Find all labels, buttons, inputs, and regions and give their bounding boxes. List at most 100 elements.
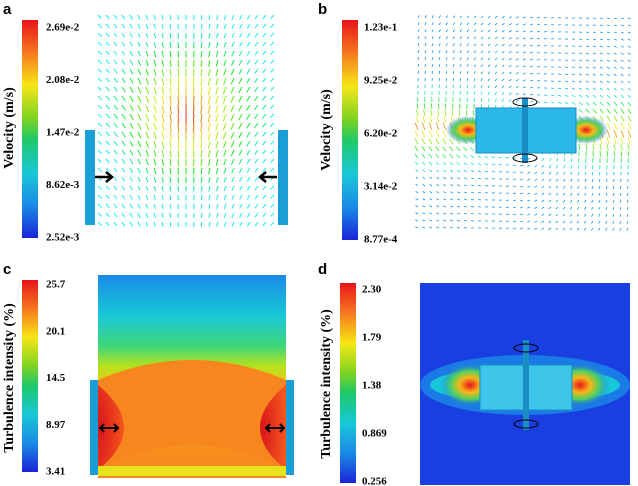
- vector: [145, 167, 149, 174]
- vector: [522, 51, 526, 54]
- vector: [215, 167, 219, 175]
- vector: [452, 15, 456, 19]
- vector: [562, 199, 566, 203]
- vector: [585, 143, 588, 151]
- vector: [113, 185, 118, 191]
- vector: [620, 122, 625, 130]
- vector: [564, 101, 569, 105]
- vector: [169, 131, 172, 141]
- vector: [424, 29, 427, 33]
- vector: [137, 212, 141, 218]
- vector: [599, 171, 601, 176]
- vector: [480, 71, 483, 75]
- vector: [169, 113, 172, 124]
- vector: [246, 140, 251, 147]
- vector: [619, 192, 622, 197]
- electrode: [278, 130, 288, 225]
- vector: [442, 122, 447, 131]
- vector: [541, 227, 545, 230]
- vector: [585, 80, 589, 83]
- vector: [417, 29, 420, 33]
- vector: [129, 212, 133, 218]
- vector: [576, 227, 580, 231]
- vector: [599, 80, 603, 84]
- vector: [437, 109, 440, 117]
- vector: [200, 95, 203, 105]
- vector: [231, 194, 235, 200]
- vector: [424, 15, 427, 19]
- vector: [177, 50, 180, 58]
- vector: [627, 143, 630, 151]
- vector: [254, 149, 259, 155]
- vector: [97, 77, 102, 82]
- vector: [208, 221, 211, 227]
- vector: [473, 71, 476, 75]
- vector: [121, 95, 126, 102]
- vector: [161, 23, 164, 29]
- colorbar: [342, 20, 358, 240]
- vector: [422, 176, 426, 180]
- vector: [445, 29, 448, 33]
- vector: [480, 64, 484, 68]
- vector: [592, 94, 597, 98]
- vector: [223, 23, 227, 29]
- vector: [207, 140, 211, 149]
- vector: [515, 44, 519, 47]
- vector: [563, 157, 566, 163]
- vector: [445, 50, 448, 54]
- colorbar-tick-label: 3.14e-2: [364, 181, 398, 193]
- vector: [230, 122, 235, 130]
- vector: [501, 16, 505, 19]
- vector: [153, 50, 157, 58]
- vector: [543, 16, 548, 19]
- vector: [591, 192, 594, 196]
- vector: [169, 50, 172, 58]
- vector: [620, 52, 624, 55]
- vector: [421, 146, 426, 152]
- vector: [555, 213, 559, 217]
- vector: [606, 150, 609, 157]
- vector: [520, 206, 524, 209]
- vector: [620, 129, 625, 138]
- vector: [591, 220, 594, 224]
- vector: [522, 44, 526, 47]
- vector: [207, 113, 211, 123]
- vector: [450, 177, 454, 180]
- vector: [215, 41, 219, 48]
- vector: [527, 171, 531, 174]
- vector: [254, 86, 259, 93]
- vector: [424, 22, 427, 26]
- vector: [431, 57, 434, 61]
- vector: [246, 77, 251, 84]
- vector: [153, 104, 157, 113]
- vector: [473, 78, 476, 82]
- vector: [270, 95, 275, 101]
- vector: [215, 86, 219, 95]
- vector: [254, 59, 259, 65]
- vector: [522, 37, 526, 40]
- vector: [570, 164, 573, 169]
- vector: [450, 191, 454, 194]
- vector: [169, 140, 172, 150]
- vector: [431, 70, 433, 75]
- vector: [501, 29, 505, 33]
- vector: [613, 24, 617, 27]
- vector: [470, 198, 475, 201]
- vector: [599, 31, 604, 34]
- vector: [137, 158, 142, 165]
- vector: [459, 15, 463, 19]
- vector: [177, 104, 180, 115]
- vector: [121, 23, 126, 29]
- vector: [494, 85, 498, 89]
- vector: [113, 176, 118, 182]
- vector: [417, 50, 420, 54]
- arrow: [258, 171, 277, 183]
- vector: [612, 185, 615, 190]
- vector: [627, 38, 631, 41]
- vector: [417, 56, 420, 61]
- vector: [584, 185, 587, 189]
- vector: [207, 122, 211, 132]
- vector: [477, 155, 482, 159]
- vector: [262, 203, 267, 209]
- vector: [246, 185, 251, 191]
